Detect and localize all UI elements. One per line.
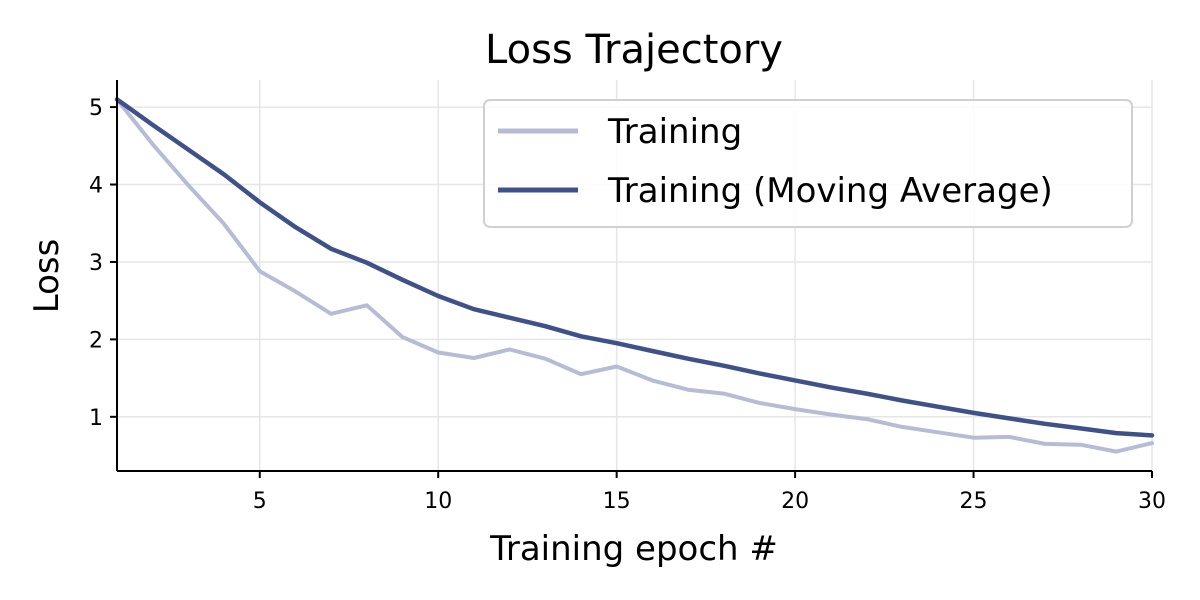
chart-title: Loss Trajectory xyxy=(485,27,783,73)
x-tick-label: 30 xyxy=(1138,489,1166,514)
legend: Training Training (Moving Average) xyxy=(483,99,1133,228)
x-tick-label: 20 xyxy=(781,489,809,514)
y-tick-label: 3 xyxy=(89,251,103,276)
x-axis-label: Training epoch # xyxy=(489,529,778,569)
series-line-training xyxy=(115,97,1154,454)
series-line-moving-average xyxy=(114,97,1155,438)
y-axis-label: Loss xyxy=(27,239,67,314)
x-tick-label: 25 xyxy=(960,489,988,514)
x-tick-label: 15 xyxy=(603,489,631,514)
series-layer xyxy=(114,97,1155,454)
y-tick-label: 2 xyxy=(89,328,103,353)
legend-frame xyxy=(483,99,1133,228)
y-tick-label: 4 xyxy=(89,174,103,199)
x-tick-label: 5 xyxy=(253,489,267,514)
y-tick-label: 5 xyxy=(89,96,103,121)
axes-layer: 5 10 15 20 25 30 1 2 3 4 5 xyxy=(89,80,1166,514)
legend-label-moving-average: Training (Moving Average) xyxy=(607,171,1053,211)
x-tick-label: 10 xyxy=(424,489,452,514)
y-tick-label: 1 xyxy=(89,406,103,431)
legend-label-training: Training xyxy=(607,112,742,152)
